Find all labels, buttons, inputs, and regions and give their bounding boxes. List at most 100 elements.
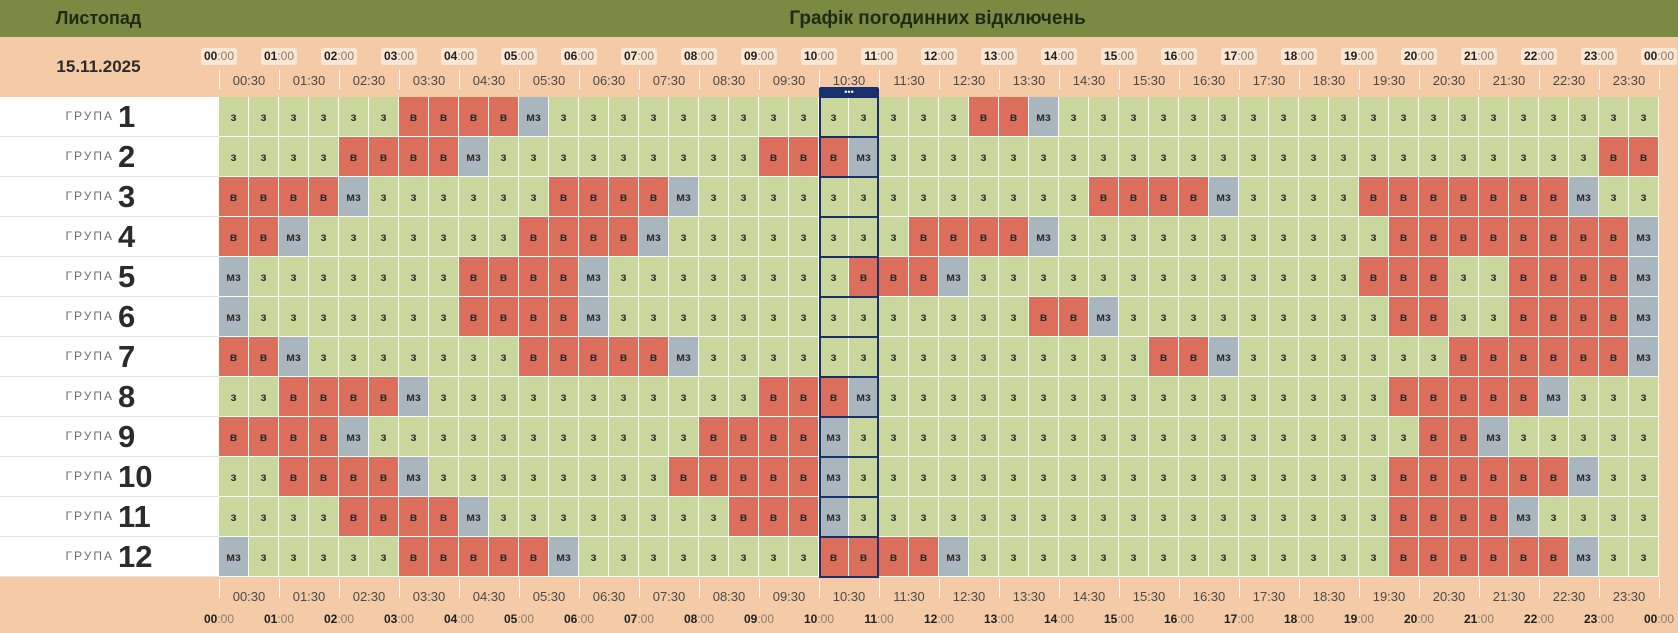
hour-tick [1659, 70, 1660, 89]
schedule-cell: з [1119, 537, 1149, 577]
half-hour-label: 12:30 [952, 73, 986, 88]
schedule-cell: з [249, 457, 279, 497]
schedule-cell: з [639, 417, 669, 457]
schedule-cell: з [1419, 337, 1449, 377]
hour-label: 20:00 [1401, 611, 1437, 628]
schedule-cell: в [1569, 337, 1599, 377]
hour-label: 00:00 [1641, 48, 1677, 65]
schedule-cell: в [969, 97, 999, 137]
hour-tick [399, 579, 400, 598]
schedule-cell: з [969, 137, 999, 177]
schedule-cell: з [969, 177, 999, 217]
hour-tick [399, 70, 400, 89]
hour-label-hour: 14 [1043, 49, 1058, 63]
schedule-cell: в [549, 297, 579, 337]
schedule-cell: в [249, 177, 279, 217]
schedule-cell: в [1479, 377, 1509, 417]
schedule-cell: з [1299, 217, 1329, 257]
schedule-cell: мз [1629, 337, 1659, 377]
hour-label-hour: 05 [503, 49, 518, 63]
schedule-cell: з [1239, 417, 1269, 457]
hour-tick [879, 70, 880, 89]
schedule-cell: з [729, 537, 759, 577]
group-word: ГРУПА [65, 549, 114, 563]
schedule-cell: з [1629, 97, 1659, 137]
schedule-cell: з [1629, 177, 1659, 217]
schedule-cell: в [309, 417, 339, 457]
schedule-cell: в [729, 457, 759, 497]
schedule-cell: з [1509, 97, 1539, 137]
schedule-cell: з [1029, 137, 1059, 177]
schedule-cell: з [1029, 537, 1059, 577]
schedule-cell: в [549, 337, 579, 377]
schedule-cell: мз [1479, 417, 1509, 457]
hour-tick [999, 579, 1000, 598]
schedule-cell: з [1059, 257, 1089, 297]
group-word: ГРУПА [65, 349, 114, 363]
schedule-cell: з [729, 217, 759, 257]
half-hour-label: 20:30 [1432, 73, 1466, 88]
schedule-cell: з [849, 497, 879, 537]
hour-label-minutes: :00 [1057, 49, 1075, 63]
schedule-cell: мз [1629, 297, 1659, 337]
schedule-cell: з [1179, 257, 1209, 297]
schedule-cell: з [609, 417, 639, 457]
schedule-cell: з [969, 417, 999, 457]
hour-label: 16:00 [1161, 611, 1197, 628]
schedule-cell: в [249, 417, 279, 457]
schedule-cell: з [789, 217, 819, 257]
schedule-cell: в [759, 457, 789, 497]
schedule-cell: з [729, 177, 759, 217]
hour-label: 02:00 [321, 611, 357, 628]
hour-label-hour: 20 [1403, 49, 1418, 63]
schedule-cell: з [519, 377, 549, 417]
schedule-cell: з [1539, 417, 1569, 457]
schedule-cell: з [819, 217, 849, 257]
half-hour-label: 23:30 [1612, 73, 1646, 88]
schedule-cell: в [339, 497, 369, 537]
schedule-cell: в [1119, 177, 1149, 217]
schedule-cell: з [249, 497, 279, 537]
schedule-cell: в [1539, 457, 1569, 497]
hour-label: 13:00 [981, 611, 1017, 628]
half-hour-label: 21:30 [1492, 73, 1526, 88]
schedule-cell: з [819, 297, 849, 337]
hour-label: 03:00 [381, 611, 417, 628]
schedule-cell: в [339, 377, 369, 417]
hour-label: 17:00 [1221, 48, 1257, 65]
schedule-cell: з [819, 177, 849, 217]
schedule-cell: в [729, 497, 759, 537]
hour-label-minutes: :00 [1597, 612, 1615, 626]
hour-label-hour: 22 [1523, 49, 1538, 63]
hour-label-minutes: :00 [1417, 49, 1435, 63]
schedule-cell: мз [279, 217, 309, 257]
hour-label-minutes: :00 [457, 612, 475, 626]
schedule-cell: з [1119, 497, 1149, 537]
schedule-cell: в [1449, 497, 1479, 537]
hour-tick [699, 579, 700, 598]
schedule-cell: з [879, 177, 909, 217]
hour-label: 19:00 [1341, 48, 1377, 65]
schedule-cell: з [729, 297, 759, 337]
schedule-cell: з [369, 337, 399, 377]
schedule-cell: з [939, 417, 969, 457]
hour-label: 15:00 [1101, 48, 1137, 65]
half-hour-label: 15:30 [1132, 73, 1166, 88]
schedule-cell: мз [399, 457, 429, 497]
schedule-cell: в [789, 457, 819, 497]
hour-tick [1479, 70, 1480, 89]
schedule-cell: в [759, 137, 789, 177]
hour-label-minutes: :00 [1117, 49, 1135, 63]
schedule-cell: в [1509, 457, 1539, 497]
schedule-cell: мз [339, 177, 369, 217]
hour-tick [339, 579, 340, 598]
schedule-cell: в [279, 457, 309, 497]
schedule-cell: в [519, 537, 549, 577]
schedule-cell: з [1149, 377, 1179, 417]
schedule-cell: з [249, 297, 279, 337]
group-number: 1 [118, 99, 136, 134]
schedule-cell: з [1359, 217, 1389, 257]
schedule-cell: мз [1089, 297, 1119, 337]
schedule-cell: з [1239, 297, 1269, 337]
group-label: ГРУПА 5 [0, 257, 219, 297]
